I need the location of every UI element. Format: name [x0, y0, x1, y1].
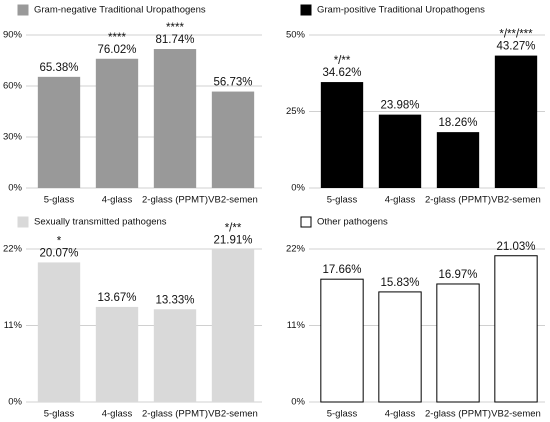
y-tick-label: 0% — [8, 183, 22, 194]
y-tick-label: 50% — [286, 30, 306, 41]
value-label: 16.97% — [438, 269, 477, 281]
bar — [320, 82, 364, 188]
bar — [153, 49, 197, 189]
value-label: 21.91% — [213, 235, 252, 247]
y-tick-label: 0% — [291, 183, 305, 194]
value-label: 65.38% — [39, 62, 78, 74]
y-tick-label: 11% — [4, 320, 23, 331]
value-label: 18.26% — [438, 117, 477, 129]
y-tick-label: 22% — [3, 244, 23, 255]
y-tick-label: 0% — [8, 397, 22, 408]
bar — [436, 283, 480, 403]
bar — [153, 309, 197, 402]
bar — [95, 58, 139, 189]
y-tick-label: 0% — [291, 397, 305, 408]
x-tick-label: 5-glass — [44, 409, 75, 420]
legend-label: Sexually transmitted pathogens — [34, 217, 167, 228]
x-tick-label: VB2-semen — [491, 195, 541, 206]
value-label: 81.74% — [155, 34, 194, 46]
x-tick-label: 2-glass (PPMT) — [425, 195, 491, 206]
legend-swatch — [17, 216, 29, 228]
x-tick-label: 5-glass — [44, 195, 75, 206]
value-label: 13.67% — [97, 292, 136, 304]
value-label: 17.66% — [322, 264, 361, 276]
value-label: 76.02% — [97, 44, 136, 56]
significance-label: */** — [334, 55, 351, 67]
value-label: 56.73% — [213, 77, 252, 89]
bar — [95, 306, 139, 402]
significance-label: */**/*** — [499, 29, 533, 41]
x-tick-label: 2-glass (PPMT) — [142, 195, 208, 206]
x-tick-label: 5-glass — [327, 409, 358, 420]
y-tick-label: 90% — [3, 30, 23, 41]
bar — [37, 262, 81, 402]
value-label: 20.07% — [39, 247, 78, 259]
significance-label: */** — [225, 223, 242, 235]
bar — [378, 114, 422, 188]
value-label: 15.83% — [380, 277, 419, 289]
x-tick-label: VB2-semen — [491, 409, 541, 420]
bar — [211, 91, 255, 188]
x-tick-label: 2-glass (PPMT) — [425, 409, 491, 420]
legend-swatch — [17, 4, 29, 16]
x-tick-label: 5-glass — [327, 195, 358, 206]
bar — [494, 255, 538, 403]
significance-label: **** — [166, 22, 184, 34]
legend-swatch — [300, 216, 312, 228]
x-tick-label: 4-glass — [102, 409, 133, 420]
legend-swatch — [300, 4, 312, 16]
y-tick-label: 11% — [287, 320, 306, 331]
y-tick-label: 30% — [3, 132, 23, 143]
x-tick-label: VB2-semen — [208, 195, 258, 206]
y-tick-label: 60% — [3, 81, 23, 92]
y-tick-label: 22% — [286, 244, 306, 255]
legend-label: Gram-positive Traditional Uropathogens — [317, 5, 485, 16]
bar — [37, 76, 81, 188]
value-label: 13.33% — [155, 294, 194, 306]
legend-label: Other pathogens — [317, 217, 388, 228]
bar — [436, 132, 480, 188]
value-label: 23.98% — [380, 100, 419, 112]
x-tick-label: 4-glass — [385, 409, 416, 420]
bar — [211, 249, 255, 402]
significance-label: * — [57, 235, 62, 247]
x-tick-label: 4-glass — [385, 195, 416, 206]
bar — [494, 55, 538, 189]
significance-label: **** — [108, 32, 126, 44]
x-tick-label: VB2-semen — [208, 409, 258, 420]
value-label: 21.03% — [496, 241, 535, 253]
value-label: 43.27% — [496, 41, 535, 53]
bar — [378, 291, 422, 403]
x-tick-label: 4-glass — [102, 195, 133, 206]
y-tick-label: 25% — [286, 106, 306, 117]
x-tick-label: 2-glass (PPMT) — [142, 409, 208, 420]
bar — [320, 278, 364, 403]
legend-label: Gram-negative Traditional Uropathogens — [34, 5, 206, 16]
value-label: 34.62% — [322, 67, 361, 79]
